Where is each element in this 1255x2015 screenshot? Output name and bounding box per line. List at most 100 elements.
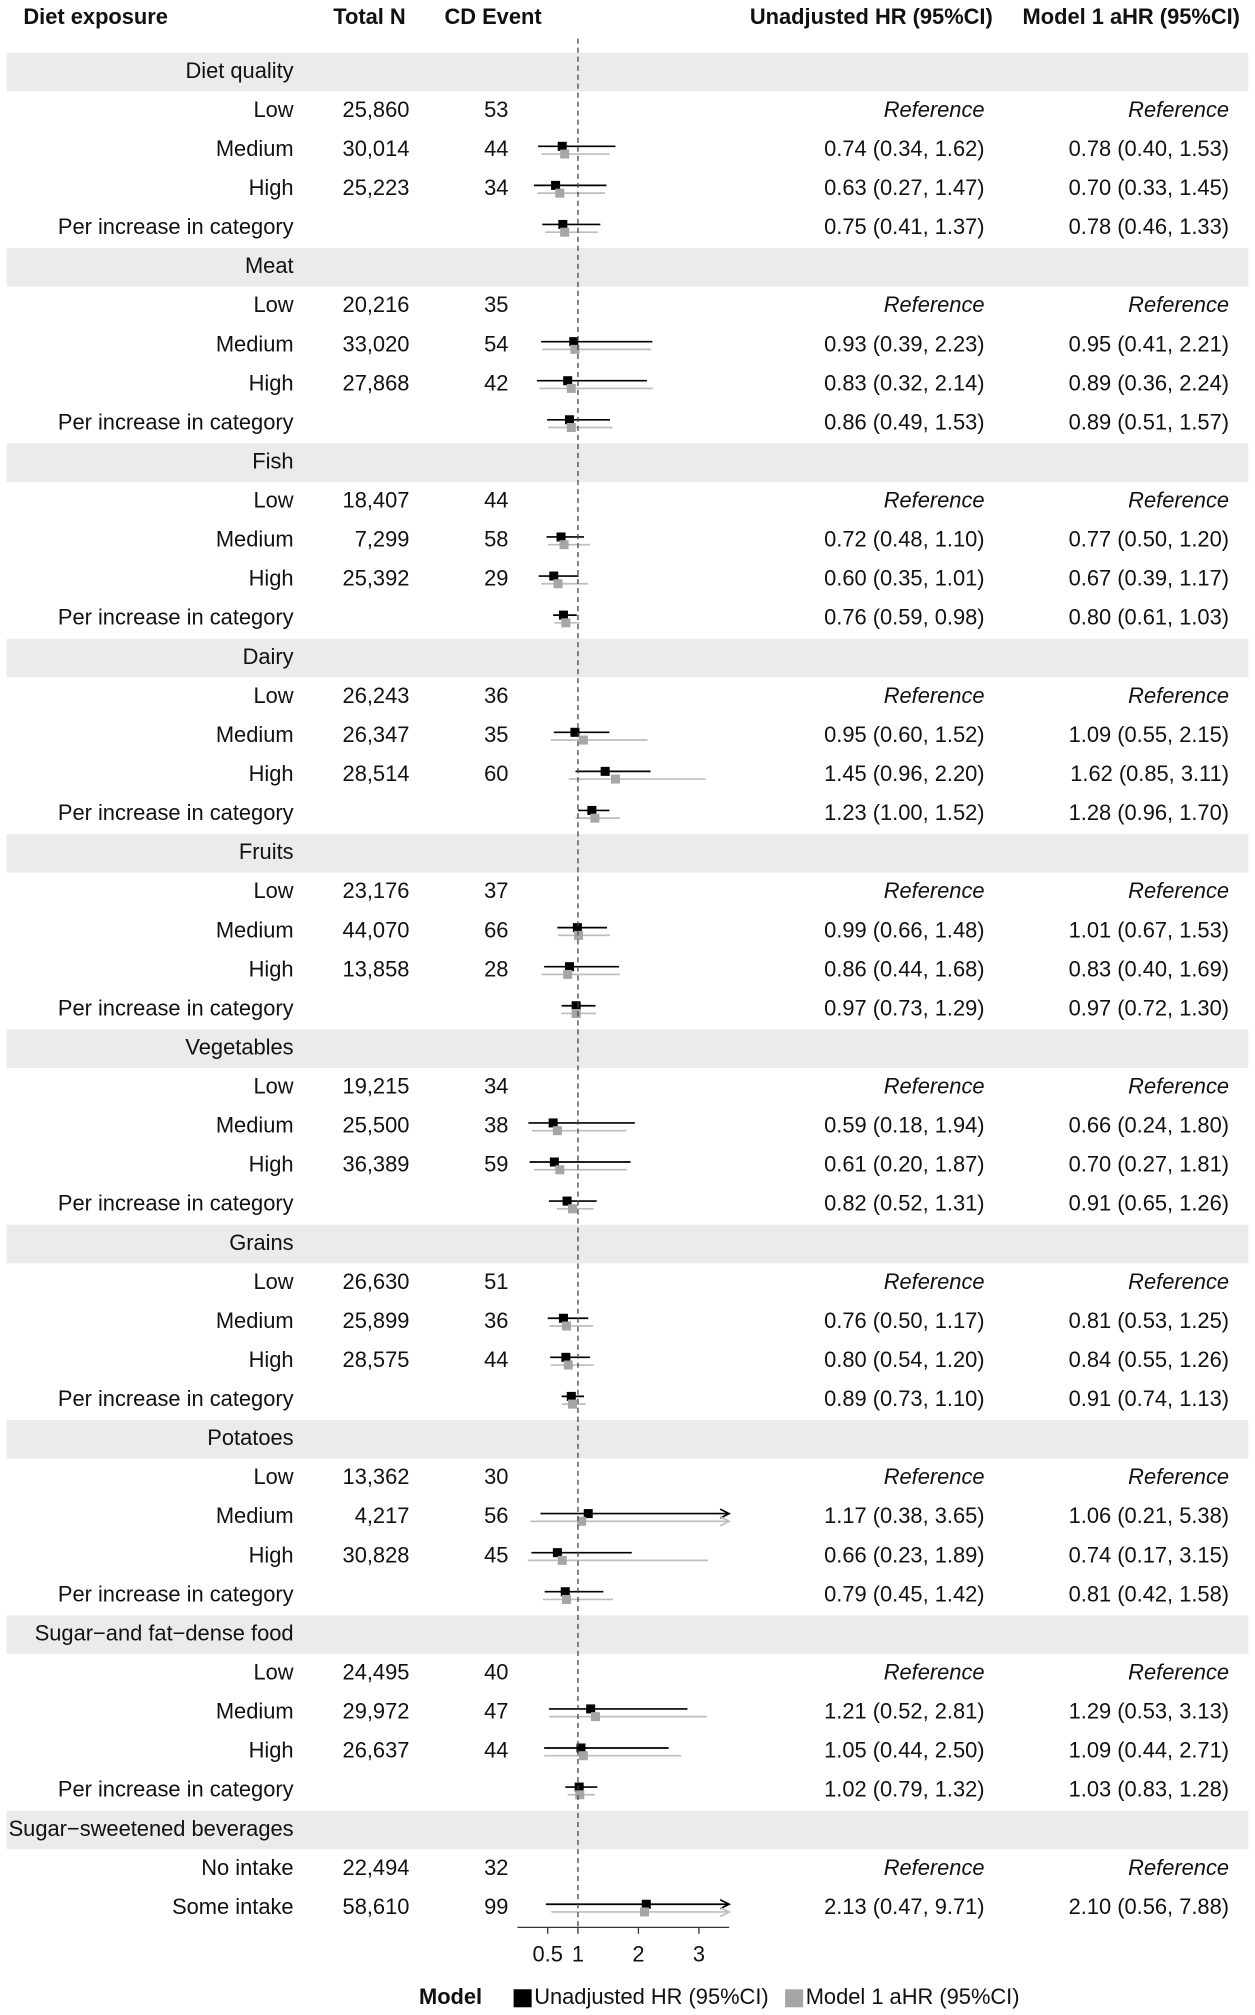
row-label: Per increase in category bbox=[58, 1777, 294, 1802]
row-label: Per increase in category bbox=[58, 800, 294, 825]
estimate-point bbox=[639, 1907, 649, 1917]
estimate-point bbox=[610, 774, 620, 784]
estimate-point bbox=[555, 1165, 565, 1175]
estimate-point bbox=[551, 180, 561, 190]
event-count: 36 bbox=[484, 1308, 508, 1333]
row-label: High bbox=[249, 370, 294, 395]
column-header: Model 1 aHR (95%CI) bbox=[1023, 4, 1240, 29]
ci-arrow bbox=[719, 1906, 732, 1918]
estimate-point bbox=[571, 1008, 581, 1018]
row-label: Low bbox=[253, 683, 293, 708]
total-n: 18,407 bbox=[343, 488, 410, 513]
legend-label: Unadjusted HR (95%CI) bbox=[534, 1984, 768, 2009]
total-n: 25,899 bbox=[343, 1308, 410, 1333]
event-count: 44 bbox=[484, 1347, 508, 1372]
estimate-text: 1.09 (0.44, 2.71) bbox=[1069, 1738, 1229, 1763]
legend-title: Model bbox=[419, 1984, 482, 2009]
event-count: 53 bbox=[484, 97, 508, 122]
estimate-text: 0.91 (0.74, 1.13) bbox=[1069, 1386, 1229, 1411]
estimate-point bbox=[558, 219, 568, 229]
estimate-point bbox=[561, 1321, 571, 1331]
estimate-text: 0.86 (0.49, 1.53) bbox=[824, 409, 984, 434]
estimate-point bbox=[641, 1899, 651, 1909]
estimate-text: 0.74 (0.17, 3.15) bbox=[1069, 1542, 1229, 1567]
estimate-text: 0.70 (0.33, 1.45) bbox=[1069, 175, 1229, 200]
event-count: 58 bbox=[484, 527, 508, 552]
estimate-point bbox=[587, 805, 597, 815]
estimate-text: 0.95 (0.41, 2.21) bbox=[1069, 331, 1229, 356]
row-label: Medium bbox=[216, 1503, 294, 1528]
event-count: 32 bbox=[484, 1855, 508, 1880]
estimate-point bbox=[578, 735, 588, 745]
estimate-text: 0.81 (0.42, 1.58) bbox=[1069, 1581, 1229, 1606]
row-label: High bbox=[249, 761, 294, 786]
total-n: 7,299 bbox=[355, 527, 410, 552]
estimate-text: 0.63 (0.27, 1.47) bbox=[824, 175, 984, 200]
estimate-text: 1.02 (0.79, 1.32) bbox=[824, 1777, 984, 1802]
total-n: 24,495 bbox=[343, 1659, 410, 1684]
event-count: 44 bbox=[484, 1738, 508, 1763]
row-label: Medium bbox=[216, 1308, 294, 1333]
estimate-text: 0.70 (0.27, 1.81) bbox=[1069, 1152, 1229, 1177]
row-label: Low bbox=[253, 1074, 293, 1099]
estimate-text: 0.80 (0.61, 1.03) bbox=[1069, 605, 1229, 630]
total-n: 13,362 bbox=[343, 1464, 410, 1489]
estimate-text: 0.84 (0.55, 1.26) bbox=[1069, 1347, 1229, 1372]
estimate-text: 0.97 (0.73, 1.29) bbox=[824, 995, 984, 1020]
ci-arrow bbox=[719, 1898, 732, 1910]
total-n: 26,347 bbox=[343, 722, 410, 747]
estimate-text: 0.89 (0.36, 2.24) bbox=[1069, 370, 1229, 395]
total-n: 30,828 bbox=[343, 1542, 410, 1567]
estimate-point bbox=[566, 1391, 576, 1401]
group-label: Meat bbox=[245, 253, 294, 278]
estimate-text: 0.76 (0.59, 0.98) bbox=[824, 605, 984, 630]
estimate-point bbox=[549, 1157, 559, 1167]
row-label: Medium bbox=[216, 136, 294, 161]
event-count: 60 bbox=[484, 761, 508, 786]
estimate-text: 1.01 (0.67, 1.53) bbox=[1069, 917, 1229, 942]
group-label: Diet quality bbox=[185, 58, 293, 83]
row-label: High bbox=[249, 566, 294, 591]
row-label: Low bbox=[253, 1659, 293, 1684]
estimate-text: 0.77 (0.50, 1.20) bbox=[1069, 527, 1229, 552]
estimate-text: Reference bbox=[1128, 292, 1229, 317]
column-header: Unadjusted HR (95%CI) bbox=[750, 4, 993, 29]
total-n: 28,514 bbox=[343, 761, 410, 786]
group-label: Sugar−sweetened beverages bbox=[9, 1816, 294, 1841]
estimate-point bbox=[578, 1751, 588, 1761]
row-label: High bbox=[249, 1152, 294, 1177]
estimate-text: 0.83 (0.40, 1.69) bbox=[1069, 956, 1229, 981]
estimate-point bbox=[586, 1704, 596, 1714]
total-n: 20,216 bbox=[343, 292, 410, 317]
estimate-point bbox=[559, 540, 569, 550]
estimate-point bbox=[576, 1743, 586, 1753]
row-label: High bbox=[249, 1542, 294, 1567]
event-count: 59 bbox=[484, 1152, 508, 1177]
estimate-point bbox=[548, 1118, 558, 1128]
event-count: 37 bbox=[484, 878, 508, 903]
estimate-text: Reference bbox=[884, 97, 985, 122]
estimate-text: 0.66 (0.24, 1.80) bbox=[1069, 1113, 1229, 1138]
estimate-point bbox=[560, 1587, 570, 1597]
estimate-text: 0.89 (0.51, 1.57) bbox=[1069, 409, 1229, 434]
event-count: 34 bbox=[484, 175, 508, 200]
column-header: CD Event bbox=[444, 4, 542, 29]
row-label: High bbox=[249, 1347, 294, 1372]
group-label: Grains bbox=[229, 1230, 293, 1255]
estimate-text: Reference bbox=[884, 1464, 985, 1489]
estimate-point bbox=[549, 571, 559, 581]
group-band bbox=[6, 834, 1249, 873]
group-bands bbox=[6, 52, 1249, 1850]
row-label: Low bbox=[253, 1269, 293, 1294]
total-n: 13,858 bbox=[343, 956, 410, 981]
group-band bbox=[6, 52, 1249, 92]
estimate-text: 0.83 (0.32, 2.14) bbox=[824, 370, 984, 395]
estimate-point bbox=[553, 579, 563, 589]
event-count: 56 bbox=[484, 1503, 508, 1528]
estimate-text: 0.79 (0.45, 1.42) bbox=[824, 1581, 984, 1606]
estimate-point bbox=[600, 766, 610, 776]
estimate-text: 0.99 (0.66, 1.48) bbox=[824, 917, 984, 942]
estimate-text: 1.23 (1.00, 1.52) bbox=[824, 800, 984, 825]
estimate-text: 0.67 (0.39, 1.17) bbox=[1069, 566, 1229, 591]
group-label: Sugar−and fat−dense food bbox=[35, 1620, 294, 1645]
